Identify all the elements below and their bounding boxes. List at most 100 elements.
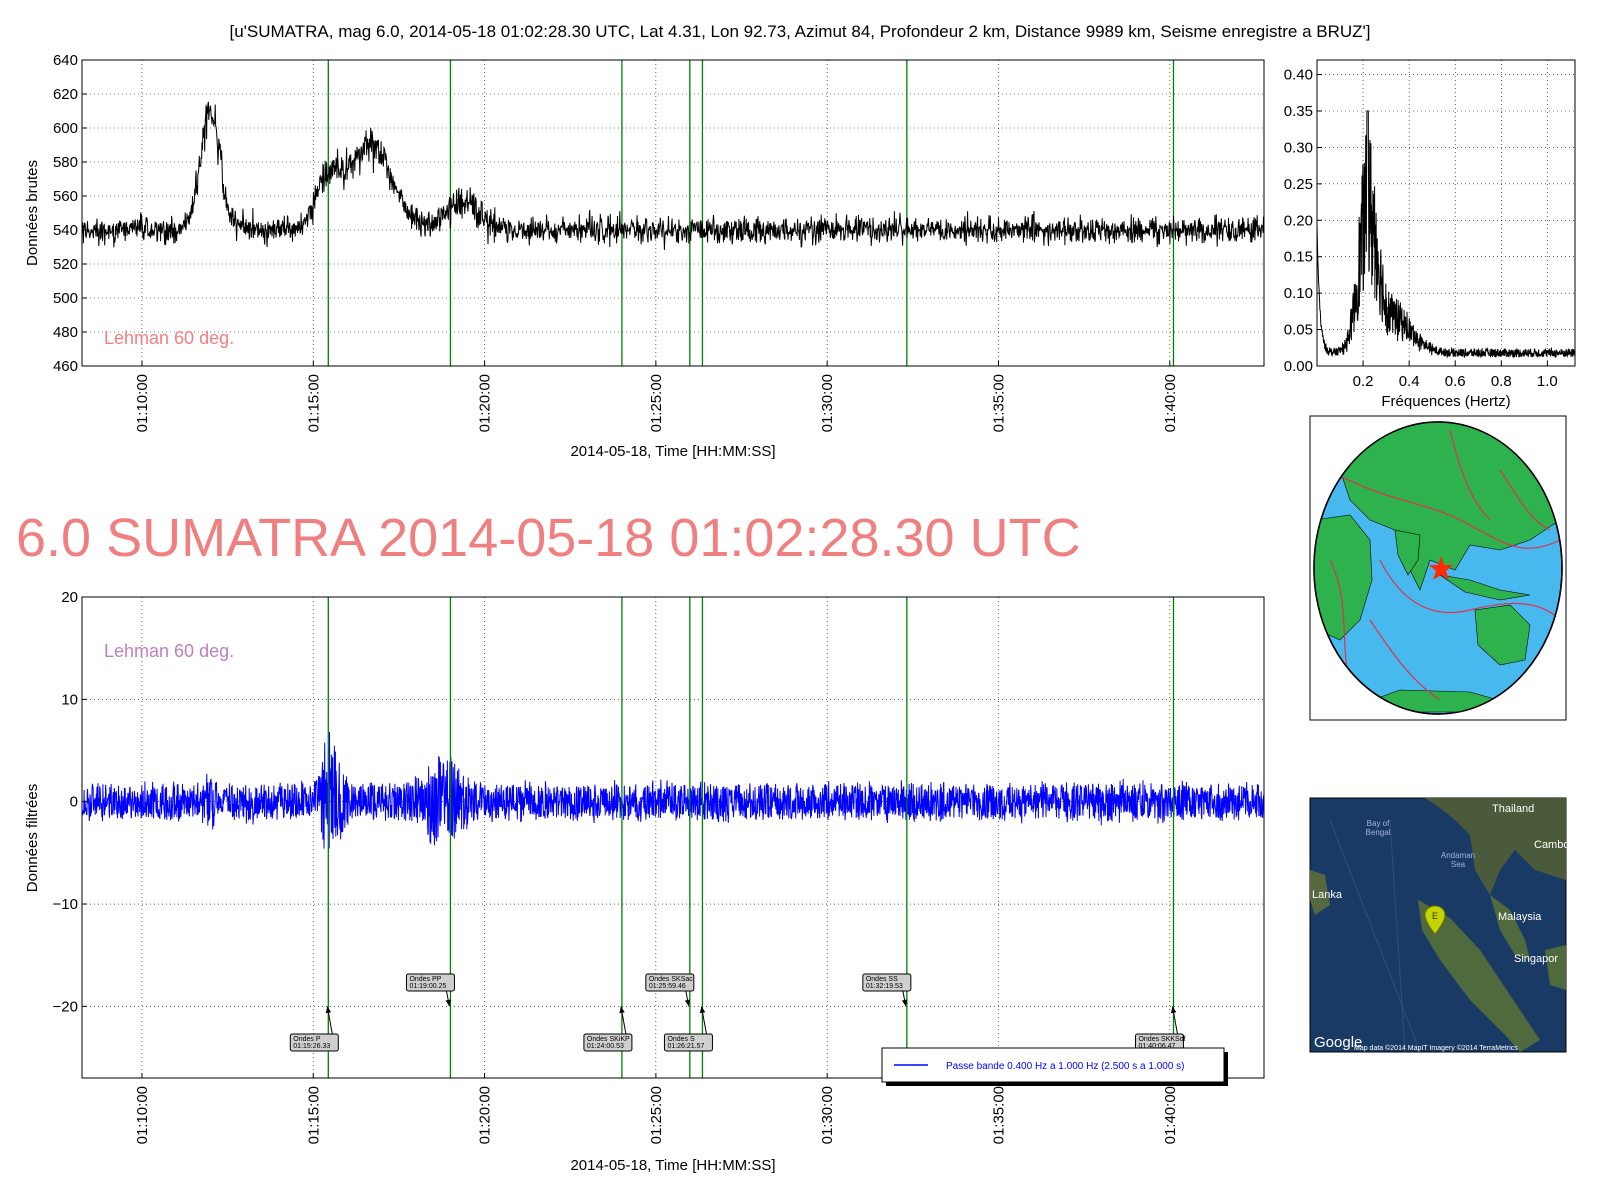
land-malay-peninsula [1490,895,1530,960]
phase-annotation: Ondes S01:26:21.57 [663,1006,713,1052]
raw-x-ticks: 01:10:00 01:15:00 01:20:00 01:25:00 01:30:00… [134,361,1179,432]
map-pin-label: E [1432,911,1438,921]
suptitle: [u'SUMATRA, mag 6.0, 2014-05-18 01:02:28… [229,22,1370,41]
spectrum-y-tick-label: 0.10 [1284,285,1313,302]
spectrum-y-tick-label: 0.20 [1284,212,1313,229]
land-indonesia [1439,574,1531,601]
spectrum-y-tick-label: 0.40 [1284,67,1313,84]
spectrum-y-ticks: 0.00 0.05 0.10 0.15 0.20 0.25 0.30 0.35 0.40 [1284,67,1322,375]
google-logo: Google [1314,1034,1362,1051]
raw-y-tick-label: 520 [53,256,78,273]
plate-boundaries [1329,429,1561,701]
filtered-y-tick-label: −20 [53,998,78,1015]
phase-label: Ondes SKiKP [587,1036,630,1043]
map-label-bay-of-bengal: Bay of Bengal [1366,819,1391,837]
filtered-phase-lines [327,597,1175,1078]
phase-time: 01:25:59.46 [649,983,686,990]
raw-ylabel: Données brutes [24,160,41,266]
raw-grid [82,60,1264,366]
map-pin-icon: E [1424,905,1446,935]
filtered-y-tick-label: 20 [61,589,78,606]
map-credits: Map data ©2014 MapIT Imagery ©2014 Terra… [1354,1044,1518,1052]
filtered-annotation: Lehman 60 deg. [104,641,234,661]
filtered-trace [81,731,1265,849]
phase-label: Ondes P [293,1036,321,1043]
spectrum-x-tick-label: 0.4 [1399,373,1420,390]
spectrum-xlabel: Fréquences (Hertz) [1381,393,1510,410]
raw-trace [81,101,1265,251]
filtered-x-tick-label: 01:30:00 [819,1086,836,1144]
phase-arrow-head [325,1006,332,1014]
spectrum-y-tick-label: 0.05 [1284,322,1313,339]
phase-label: Ondes S [667,1036,695,1043]
filtered-x-tick-label: 01:20:00 [477,1086,494,1144]
filtered-x-tick-label: 01:40:00 [1162,1086,1179,1144]
filtered-xlabel: 2014-05-18, Time [HH:MM:SS] [570,1157,775,1174]
spectrum-y-tick-label: 0.25 [1284,176,1313,193]
satellite-map: Thailand Bay of Bengal Cambo Andaman Sea L… [1309,797,1569,1053]
spectrum-plot-frame [1316,59,1576,367]
raw-x-tick-label: 01:25:00 [648,374,665,432]
raw-y-tick-label: 460 [53,358,78,375]
filtered-ylabel: Données filtrées [24,784,41,892]
spectrum-trace [1316,110,1576,359]
filtered-grid [82,597,1264,1078]
filtered-legend: Passe bande 0.400 Hz a 1.000 Hz (2.500 s… [881,1047,1228,1086]
raw-x-tick-label: 01:20:00 [477,374,494,432]
spectrum-grid [1317,60,1575,366]
land-india [1394,529,1421,576]
phase-time: 01:32:19.53 [866,983,903,990]
raw-plot-frame [81,59,1265,367]
land-sumatra [1418,900,1540,1052]
phase-label: Ondes SS [866,976,898,983]
phase-label-box [645,973,695,992]
land-borneo [1545,945,1566,990]
raw-y-tick-label: 560 [53,188,78,205]
spectrum-x-tick-label: 1.0 [1537,373,1558,390]
phase-arrow-head [1170,1006,1177,1014]
raw-annotation: Lehman 60 deg. [104,328,234,348]
phase-label-box [663,1033,713,1052]
spectrum-y-tick-label: 0.35 [1284,103,1313,120]
spectrum-y-tick-label: 0.15 [1284,249,1313,266]
legend-label: Passe bande 0.400 Hz a 1.000 Hz (2.500 s… [946,1061,1185,1072]
phase-time: 01:26:21.57 [667,1043,704,1050]
phase-label-box [583,1033,633,1052]
raw-y-tick-label: 580 [53,154,78,171]
phase-arrow-head [445,999,451,1007]
map-label-singapore: Singapor [1514,953,1558,965]
filtered-x-tick-label: 01:10:00 [134,1086,151,1144]
raw-xlabel: 2014-05-18, Time [HH:MM:SS] [570,443,775,460]
phase-label: Ondes PP [409,976,441,983]
phase-annotation: Ondes P01:15:26.33 [289,1006,339,1052]
phase-label-box [405,973,455,992]
spectrum-x-tick-label: 0.8 [1491,373,1512,390]
spectrum-x-tick-label: 0.6 [1445,373,1466,390]
phase-time: 01:40:06.47 [1138,1043,1175,1050]
phase-label-box [289,1033,339,1052]
filtered-y-tick-label: 0 [70,794,78,811]
land-myanmar-thailand [1425,798,1566,895]
spectrum-y-tick-label: 0.00 [1284,358,1313,375]
phase-arrow-head [699,1006,706,1014]
phase-arrow-head [901,999,908,1007]
map-label-andaman: Andaman Sea [1441,851,1475,869]
filtered-plot-frame [81,596,1265,1079]
land-australia [1474,604,1531,666]
raw-y-ticks: 460 480 500 520 540 560 580 600 620 640 [53,52,87,375]
globe-map [1309,415,1567,721]
phase-time: 01:19:00.25 [409,983,446,990]
raw-y-tick-label: 600 [53,120,78,137]
land-africa [1314,514,1373,641]
raw-y-tick-label: 500 [53,290,78,307]
spectrum-x-tick-label: 0.2 [1353,373,1374,390]
phase-time: 01:24:00.53 [587,1043,624,1050]
raw-x-tick-label: 01:30:00 [819,374,836,432]
